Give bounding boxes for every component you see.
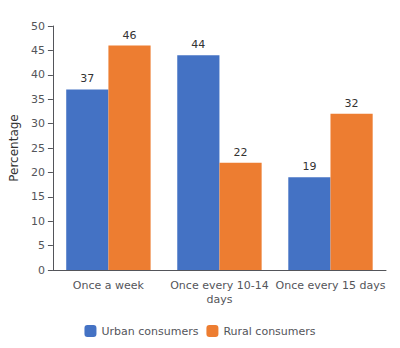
svg-text:50: 50 [31,20,45,33]
svg-text:days: days [206,293,232,306]
svg-text:0: 0 [38,264,45,277]
svg-text:19: 19 [302,160,316,173]
svg-text:Percentage: Percentage [7,114,21,182]
svg-text:Once every 10-14: Once every 10-14 [170,279,268,292]
svg-text:44: 44 [191,38,205,51]
svg-text:40: 40 [31,68,45,81]
svg-text:30: 30 [31,117,45,130]
svg-text:20: 20 [31,166,45,179]
svg-text:15: 15 [31,190,45,203]
svg-text:45: 45 [31,44,45,57]
svg-text:32: 32 [345,97,359,110]
svg-text:Once a week: Once a week [73,279,145,292]
svg-text:Once every 15 days: Once every 15 days [275,279,385,292]
svg-text:46: 46 [123,29,137,42]
svg-text:22: 22 [234,146,248,159]
svg-text:25: 25 [31,142,45,155]
svg-text:35: 35 [31,93,45,106]
svg-text:37: 37 [80,72,94,85]
svg-text:5: 5 [38,239,45,252]
svg-text:10: 10 [31,215,45,228]
svg-text:Urban consumers: Urban consumers [101,325,198,338]
svg-text:Rural consumers: Rural consumers [223,325,315,338]
